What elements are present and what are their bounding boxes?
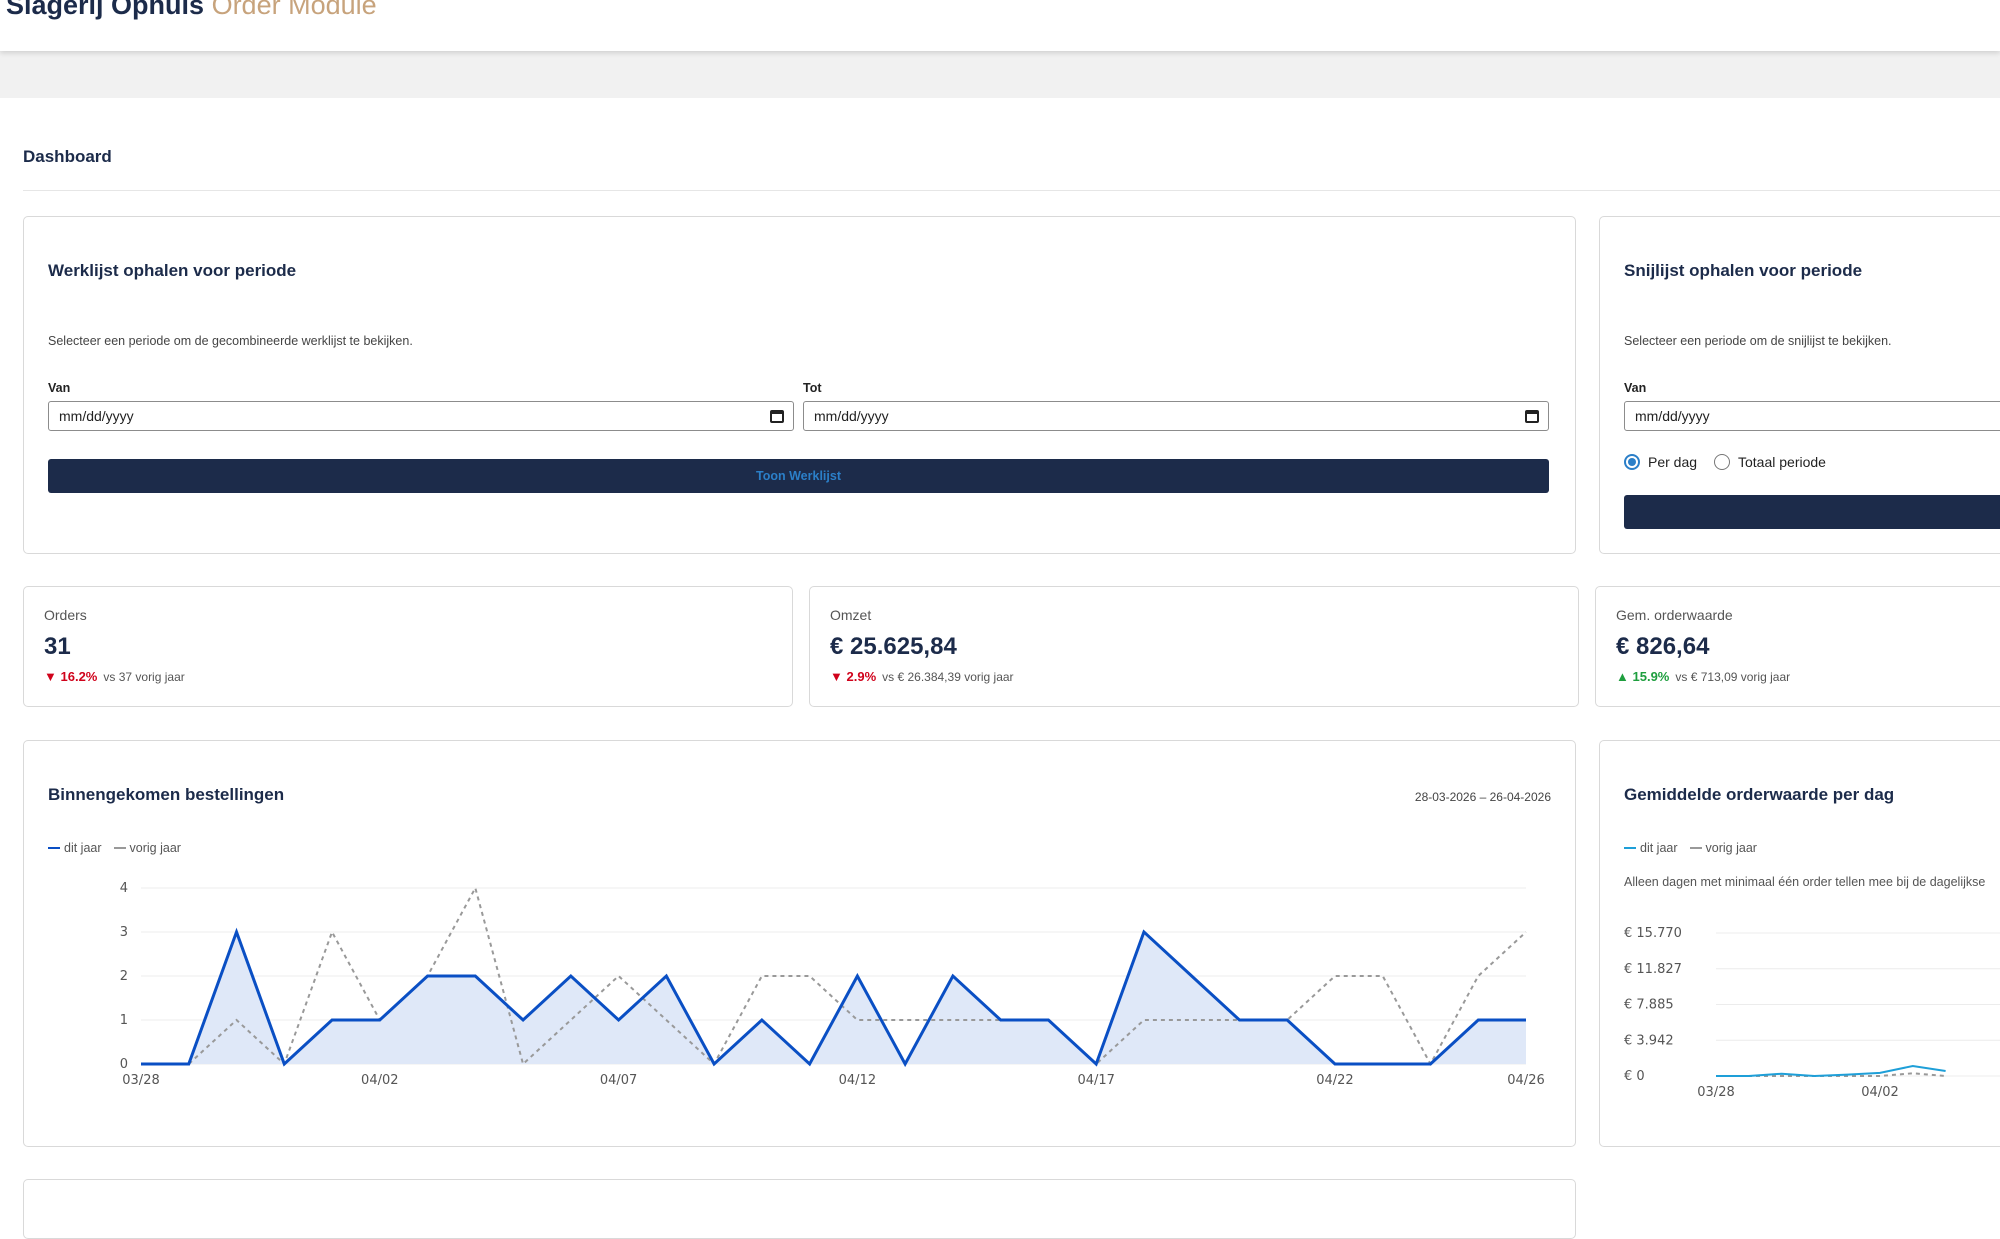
y-tick-label: € 15.770	[1624, 926, 1682, 941]
stat-delta: ▲ 15.9% vs € 713,09 vorig jaar	[1616, 669, 1790, 684]
stat-card-omzet: Omzet € 25.625,84 ▼ 2.9% vs € 26.384,39 v…	[809, 586, 1579, 707]
top-navbar: Slagerij Ophuis Order Module	[0, 0, 2000, 51]
werklijst-card: Werklijst ophalen voor periode Selecteer…	[23, 216, 1576, 554]
avg-chart-card: Gemiddelde orderwaarde per dag dit jaar …	[1599, 740, 2000, 1147]
legend-current: dit jaar	[1640, 841, 1678, 855]
radio-per-dag[interactable]: Per dag	[1624, 454, 1697, 470]
stat-compare: vs 37 vorig jaar	[103, 670, 184, 684]
divider	[23, 190, 2000, 191]
legend-dashed-icon	[1690, 847, 1702, 849]
area-fill	[141, 932, 1526, 1064]
stat-card-gem-orderwaarde: Gem. orderwaarde € 826,64 ▲ 15.9% vs € 71…	[1595, 586, 2000, 707]
x-tick-label: 04/12	[839, 1073, 876, 1088]
x-tick-label: 04/02	[1861, 1085, 1898, 1100]
toon-werklijst-button[interactable]: Toon Werklijst	[48, 459, 1549, 493]
y-tick-label: € 3.942	[1624, 1033, 1674, 1048]
orders-chart-range: 28-03-2026 – 26-04-2026	[1415, 790, 1551, 804]
snijlijst-title: Snijlijst ophalen voor periode	[1624, 261, 1862, 281]
werklijst-to-label: Tot	[803, 381, 822, 395]
stat-compare: vs € 713,09 vorig jaar	[1675, 670, 1790, 684]
werklijst-title: Werklijst ophalen voor periode	[48, 261, 296, 281]
brand-logo[interactable]: Slagerij Ophuis Order Module	[6, 0, 377, 21]
bottom-card	[23, 1179, 1576, 1239]
brand-module: Order Module	[212, 0, 377, 20]
calendar-icon[interactable]	[1525, 410, 1539, 423]
stat-delta: ▼ 2.9% vs € 26.384,39 vorig jaar	[830, 669, 1014, 684]
x-tick-label: 04/02	[361, 1073, 398, 1088]
date-placeholder: mm/dd/yyyy	[59, 408, 134, 424]
x-tick-label: 04/07	[600, 1073, 637, 1088]
stat-pct: 15.9%	[1633, 669, 1670, 684]
toon-snijlijst-button[interactable]	[1624, 495, 2000, 529]
werklijst-to-date[interactable]: mm/dd/yyyy	[803, 401, 1549, 431]
legend-previous: vorig jaar	[1706, 841, 1757, 855]
avg-chart-title: Gemiddelde orderwaarde per dag	[1624, 785, 1894, 805]
trend-down-icon: ▼	[830, 669, 843, 684]
snijlijst-from-label: Van	[1624, 381, 1646, 395]
stat-card-orders: Orders 31 ▼ 16.2% vs 37 vorig jaar	[23, 586, 793, 707]
x-tick-label: 03/28	[1697, 1085, 1734, 1100]
stat-label: Orders	[44, 607, 87, 623]
snijlijst-description: Selecteer een periode om de snijlijst te…	[1624, 334, 1892, 348]
snijlijst-from-date[interactable]: mm/dd/yyyy	[1624, 401, 2000, 431]
date-placeholder: mm/dd/yyyy	[814, 408, 889, 424]
stat-label: Omzet	[830, 607, 871, 623]
brand-name: Slagerij Ophuis	[6, 0, 204, 20]
date-placeholder: mm/dd/yyyy	[1635, 408, 1710, 424]
werklijst-from-label: Van	[48, 381, 70, 395]
y-tick-label: 0	[120, 1057, 128, 1072]
radio-unchecked-icon[interactable]	[1714, 454, 1730, 470]
avg-chart-legend: dit jaar vorig jaar	[1624, 841, 1757, 855]
y-tick-label: € 11.827	[1624, 962, 1682, 977]
stat-compare: vs € 26.384,39 vorig jaar	[882, 670, 1013, 684]
x-tick-label: 04/22	[1316, 1073, 1353, 1088]
orders-chart-title: Binnengekomen bestellingen	[48, 785, 284, 805]
subheader-strip	[0, 51, 2000, 98]
stat-delta: ▼ 16.2% vs 37 vorig jaar	[44, 669, 185, 684]
stat-pct: 16.2%	[61, 669, 98, 684]
legend-solid-icon	[1624, 847, 1636, 849]
trend-up-icon: ▲	[1616, 669, 1629, 684]
page-title: Dashboard	[23, 147, 112, 167]
radio-label: Per dag	[1648, 454, 1697, 470]
radio-label: Totaal periode	[1738, 454, 1826, 470]
stat-value: € 826,64	[1616, 633, 1709, 661]
orders-chart-card: Binnengekomen bestellingen 28-03-2026 – …	[23, 740, 1576, 1147]
y-tick-label: 1	[120, 1013, 128, 1028]
x-tick-label: 04/26	[1507, 1073, 1544, 1088]
y-tick-label: 2	[120, 969, 128, 984]
werklijst-description: Selecteer een periode om de gecombineerd…	[48, 334, 413, 348]
snijlijst-card: Snijlijst ophalen voor periode Selecteer…	[1599, 216, 2000, 554]
stat-value: 31	[44, 633, 71, 661]
y-tick-label: € 0	[1624, 1069, 1645, 1084]
x-tick-label: 04/17	[1077, 1073, 1114, 1088]
series-line-dit-jaar	[1716, 1066, 1946, 1076]
werklijst-from-date[interactable]: mm/dd/yyyy	[48, 401, 794, 431]
y-tick-label: € 7.885	[1624, 998, 1674, 1013]
stat-pct: 2.9%	[847, 669, 877, 684]
orders-chart: 0 1 2 3 4 03/28 04/02 04/07 04/12 04/17 04/22 04/26	[24, 841, 1577, 1141]
trend-down-icon: ▼	[44, 669, 57, 684]
y-tick-label: 4	[120, 881, 128, 896]
calendar-icon[interactable]	[770, 410, 784, 423]
y-tick-label: 3	[120, 925, 128, 940]
avg-chart: € 0 € 3.942 € 7.885 € 11.827 € 15.770 03/28 04…	[1600, 881, 2000, 1141]
stat-label: Gem. orderwaarde	[1616, 607, 1733, 623]
stat-value: € 25.625,84	[830, 633, 957, 661]
radio-checked-icon[interactable]	[1624, 454, 1640, 470]
x-tick-label: 03/28	[122, 1073, 159, 1088]
radio-totaal-periode[interactable]: Totaal periode	[1714, 454, 1826, 470]
